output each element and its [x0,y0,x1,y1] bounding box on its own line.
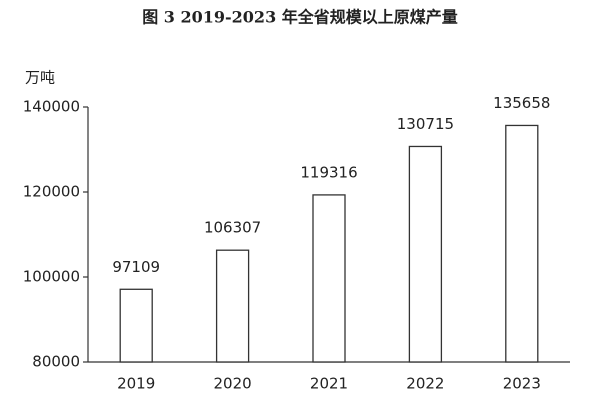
bar [119,288,153,363]
y-tick-label: 80000 [32,353,80,371]
value-label: 119316 [300,163,357,181]
x-tick-label: 2020 [214,375,252,393]
y-tick-label: 140000 [23,98,80,116]
y-axis-label: 万吨 [25,69,55,87]
value-label: 106307 [204,219,261,237]
bar [215,249,250,363]
value-label: 97109 [112,258,160,276]
chart-title: 图 3 2019-2023 年全省规模以上原煤产量 [142,8,458,27]
y-tick-label: 120000 [23,183,80,201]
x-tick-label: 2021 [310,375,348,393]
value-label: 130715 [397,115,454,133]
bar [312,194,346,363]
y-tick-label: 100000 [23,268,80,286]
bar [408,145,443,363]
bar [505,124,539,363]
value-label: 135658 [493,94,550,112]
x-tick-label: 2022 [406,375,444,393]
x-tick-label: 2019 [117,375,155,393]
x-tick-label: 2023 [503,375,541,393]
